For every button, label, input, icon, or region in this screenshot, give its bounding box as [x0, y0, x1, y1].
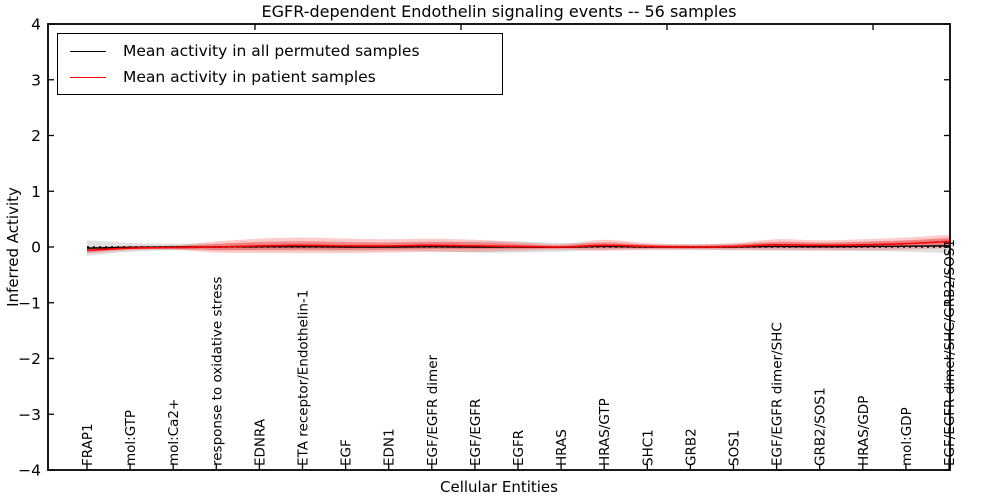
legend-label-permuted: Mean activity in all permuted samples — [123, 42, 420, 60]
x-tick-label: FRAP1 — [80, 423, 96, 466]
x-tick-label: EGF/EGFR dimer/SHC — [770, 322, 786, 466]
x-tick-label: EDN1 — [382, 428, 398, 466]
y-tick-label: 3 — [31, 71, 41, 89]
x-tick-label: mol:GTP — [123, 410, 139, 466]
y-tick-label: 1 — [31, 183, 41, 201]
x-tick-label: SOS1 — [727, 430, 743, 466]
x-tick-label: response to oxidative stress — [209, 277, 225, 466]
chart-title: EGFR-dependent Endothelin signaling even… — [261, 2, 737, 21]
y-tick-label: −3 — [18, 406, 41, 424]
y-tick-label: −2 — [18, 350, 41, 368]
patient-mean-line — [86, 240, 950, 252]
x-tick-label: EGFR — [511, 430, 527, 466]
x-tick-label: EGF/EGFR dimer — [425, 354, 441, 466]
x-tick-label: EGF/EGFR dimer/SHC/GRB2/SOS1 — [942, 239, 958, 466]
y-tick-label: 4 — [31, 16, 41, 34]
x-axis-label: Cellular Entities — [440, 478, 558, 496]
patient-std-band-outer — [87, 234, 949, 254]
y-tick-label: 0 — [31, 239, 41, 257]
legend-label-patient: Mean activity in patient samples — [123, 68, 376, 86]
x-tick-label: GRB2 — [683, 428, 699, 466]
x-tick-label: mol:GDP — [899, 407, 915, 466]
y-tick-label: −1 — [18, 294, 41, 312]
x-tick-label: HRAS — [554, 429, 570, 466]
x-tick-label: HRAS/GTP — [597, 398, 613, 466]
x-tick-label: HRAS/GDP — [856, 396, 872, 466]
permuted-line-sample — [70, 50, 106, 52]
y-tick-label: 2 — [31, 127, 41, 145]
x-tick-label: GRB2/SOS1 — [813, 387, 829, 466]
y-tick-label: −4 — [18, 462, 41, 480]
legend-box: Mean activity in all permuted samples Me… — [57, 33, 503, 95]
x-tick-label: ETA receptor/Endothelin-1 — [296, 290, 312, 466]
x-tick-label: mol:Ca2+ — [166, 399, 182, 466]
x-tick-label: EDNRA — [252, 418, 268, 466]
y-axis-label: Inferred Activity — [4, 187, 22, 307]
x-tick-label: EGF/EGFR — [468, 399, 484, 466]
legend-entry-permuted: Mean activity in all permuted samples — [58, 42, 502, 60]
patient-std-band-inner — [87, 237, 949, 253]
legend-entry-patient: Mean activity in patient samples — [58, 68, 502, 86]
x-tick-label: SHC1 — [640, 429, 656, 466]
x-tick-label: EGF — [339, 439, 355, 466]
patient-line-sample — [70, 76, 106, 78]
